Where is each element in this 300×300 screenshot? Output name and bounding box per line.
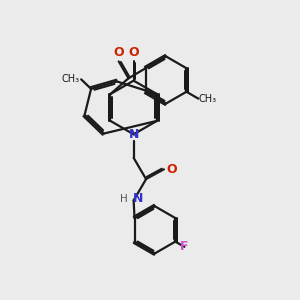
Text: CH₃: CH₃ (61, 74, 80, 84)
Text: CH₃: CH₃ (199, 94, 217, 103)
Text: F: F (180, 240, 189, 253)
Text: H: H (120, 194, 128, 204)
Text: O: O (113, 46, 124, 59)
Text: N: N (128, 128, 139, 141)
Text: O: O (167, 163, 177, 176)
Text: O: O (128, 46, 139, 59)
Text: N: N (133, 192, 143, 205)
